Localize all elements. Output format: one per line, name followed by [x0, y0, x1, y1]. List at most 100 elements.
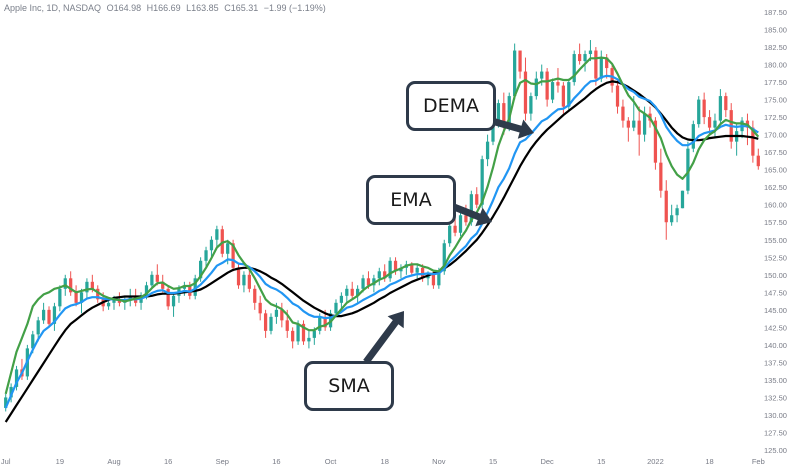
y-tick-label: 167.50	[764, 148, 787, 157]
candle-body	[621, 106, 625, 121]
candle-body	[442, 243, 446, 272]
candle-body	[345, 288, 349, 296]
dema-arrow	[491, 117, 534, 139]
y-tick-label: 127.50	[764, 428, 787, 437]
candle-body	[4, 397, 8, 408]
candle-body	[653, 120, 658, 163]
candle-body	[155, 274, 159, 282]
x-tick-label: Feb	[752, 457, 765, 466]
open-value: O164.98	[106, 3, 142, 13]
candle-body	[588, 50, 593, 55]
candle-body	[150, 274, 154, 286]
y-tick-label: 135.00	[764, 376, 787, 385]
chart-header: Apple Inc, 1D, NASDAQ O164.98 H166.69 L1…	[4, 3, 329, 13]
x-tick-label: 16	[164, 457, 172, 466]
y-tick-label: 172.50	[764, 113, 787, 122]
candle-body	[285, 320, 289, 331]
y-tick-label: 162.50	[764, 183, 787, 192]
candle-body	[171, 295, 176, 307]
candle-body	[323, 316, 327, 328]
y-tick-label: 177.50	[764, 78, 787, 87]
candle-body	[550, 82, 555, 100]
candle-body	[453, 225, 457, 233]
candle-body	[69, 278, 73, 293]
change-value: −1.99 (−1.19%)	[263, 3, 326, 13]
y-tick-label: 180.00	[764, 61, 787, 70]
candle-body	[312, 330, 316, 338]
candle-body	[523, 71, 528, 114]
candle-body	[9, 386, 13, 398]
y-tick-label: 152.50	[764, 253, 787, 262]
candle-body	[410, 264, 414, 273]
candle-body	[236, 267, 241, 286]
candle-body	[226, 243, 230, 254]
x-tick-label: 19	[56, 457, 64, 466]
candle-body	[41, 309, 46, 321]
high-value: H166.69	[146, 3, 181, 13]
x-tick-label: 16	[272, 457, 280, 466]
y-tick-label: 140.00	[764, 341, 787, 350]
candle-body	[545, 71, 549, 100]
x-tick-label: 2022	[647, 457, 664, 466]
candle-body	[280, 309, 284, 321]
y-tick-label: 175.00	[764, 96, 787, 105]
candle-body	[415, 267, 419, 273]
candle-body	[464, 215, 468, 223]
symbol-label: Apple Inc, 1D, NASDAQ	[4, 3, 102, 13]
x-tick-label: Sep	[216, 457, 229, 466]
candle-body	[707, 117, 712, 128]
candle-body	[334, 302, 338, 314]
candle-body	[437, 271, 441, 286]
candle-body	[718, 96, 723, 121]
ema-callout: EMA	[366, 175, 456, 225]
candle-body	[204, 250, 208, 261]
candle-body	[258, 302, 262, 314]
close-value: C165.31	[224, 3, 259, 13]
dema-line	[4, 56, 760, 395]
candle-body	[79, 292, 84, 303]
candle-body	[702, 99, 706, 118]
candle-body	[605, 57, 609, 69]
y-tick-label: 182.50	[764, 43, 787, 52]
candle-body	[670, 215, 674, 223]
candle-body	[561, 85, 566, 107]
candle-body	[274, 309, 279, 317]
y-tick-label: 170.00	[764, 131, 787, 140]
candle-body	[307, 337, 311, 342]
candle-body	[697, 99, 701, 125]
candle-body	[659, 162, 663, 191]
y-tick-label: 147.50	[764, 288, 787, 297]
candle-body	[756, 155, 760, 167]
candle-body	[713, 120, 717, 128]
y-tick-label: 145.00	[764, 306, 787, 315]
candle-body	[642, 113, 647, 135]
x-tick-label: 18	[381, 457, 389, 466]
y-tick-label: 130.00	[764, 411, 787, 420]
candle-body	[215, 229, 219, 240]
candle-body	[675, 208, 679, 216]
candle-body	[513, 50, 517, 97]
candle-body	[366, 278, 371, 286]
candle-body	[583, 54, 587, 62]
candle-body	[47, 309, 51, 324]
candle-body	[475, 194, 479, 205]
candle-body	[209, 239, 214, 251]
y-tick-label: 142.50	[764, 323, 787, 332]
candle-body	[594, 50, 598, 79]
candle-body	[388, 260, 392, 279]
y-tick-label: 132.50	[764, 393, 787, 402]
y-tick-label: 185.00	[764, 26, 787, 35]
candle-body	[485, 141, 490, 160]
candle-body	[480, 159, 484, 205]
candle-body	[269, 316, 273, 331]
candle-body	[567, 82, 571, 107]
y-tick-label: 165.00	[764, 166, 787, 175]
candle-body	[507, 96, 511, 128]
candle-body	[469, 194, 473, 223]
x-tick-label: Jul	[1, 457, 11, 466]
candle-body	[263, 313, 268, 331]
candle-body	[52, 306, 57, 324]
candle-body	[318, 316, 322, 331]
candle-body	[626, 120, 630, 128]
